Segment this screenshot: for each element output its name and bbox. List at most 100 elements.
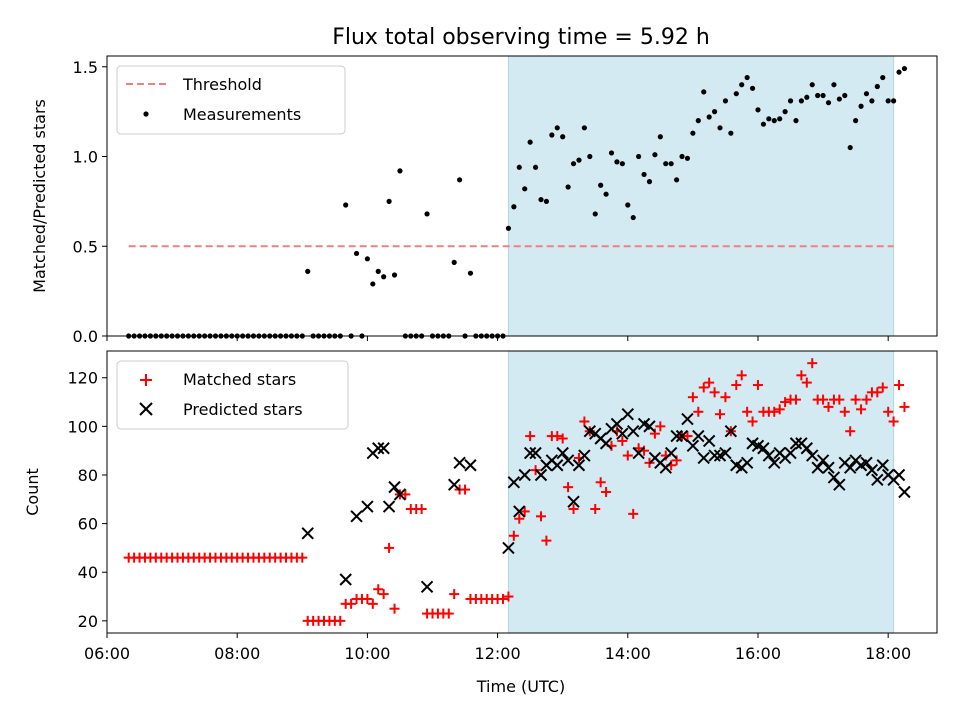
count-y-axis-label: Count: [23, 468, 42, 516]
predicted-star-point: [686, 439, 700, 453]
matched-star-point: [508, 530, 519, 541]
predicted-star-point: [578, 449, 591, 462]
predicted-star-point: [502, 541, 515, 555]
measurement-point: [608, 150, 615, 156]
measurement-point: [760, 121, 767, 127]
measurement-point: [896, 69, 902, 75]
ratio-legend-box: [116, 65, 346, 135]
measurement-point: [717, 125, 723, 131]
matched-star-point: [601, 487, 612, 497]
matched-star-point: [769, 406, 780, 417]
matched-star-point: [693, 406, 704, 417]
predicted-star-point: [762, 449, 776, 462]
measurement-point: [603, 191, 609, 197]
matched-star-point: [622, 450, 633, 461]
predicted-star-point: [518, 468, 531, 482]
predicted-star-point: [372, 442, 385, 455]
predicted-star-point: [382, 500, 396, 513]
matched-star-point: [595, 477, 606, 488]
predicted-star-point: [702, 434, 716, 448]
predicted-star-point: [811, 461, 824, 474]
measurement-point: [549, 132, 555, 138]
measurements-legend-label: Measurements: [183, 105, 301, 124]
predicted-legend-label: Predicted stars: [183, 400, 303, 419]
matched-star-point: [742, 406, 753, 417]
y-tick-label: 100: [67, 417, 98, 436]
measurement-point: [711, 109, 718, 115]
ratio-y-axis-label: Matched/Predicted stars: [30, 99, 49, 293]
measurement-point: [782, 109, 788, 115]
matched-star-point: [617, 435, 628, 446]
predicted-star-point: [420, 580, 434, 594]
matched-star-point: [731, 380, 742, 391]
predicted-legend-swatch: [139, 402, 153, 416]
y-tick-label: 1.5: [73, 58, 98, 77]
predicted-star-point: [784, 446, 797, 460]
predicted-star-point: [393, 488, 407, 501]
predicted-star-point: [507, 476, 521, 489]
measurement-point: [381, 274, 387, 280]
ratio-panel-frame: [106, 55, 938, 337]
measurement-point: [424, 211, 430, 217]
matched-legend-label: Matched stars: [183, 370, 296, 389]
matched-star-point: [579, 416, 590, 427]
predicted-star-point: [551, 459, 564, 472]
measurement-point: [787, 98, 794, 104]
matched-star-point: [888, 416, 899, 427]
matched-star-point: [384, 542, 395, 553]
matched-star-point: [861, 394, 872, 405]
matched-star-point: [774, 404, 785, 415]
measurement-point: [538, 196, 544, 203]
measurement-point: [684, 155, 691, 161]
matched-star-point: [335, 615, 346, 626]
matched-star-point: [525, 431, 536, 442]
predicted-star-point: [529, 446, 542, 460]
y-tick-label: 60: [78, 515, 98, 534]
measurement-point: [636, 153, 642, 160]
predicted-star-point: [692, 429, 705, 443]
matched-star-point: [687, 392, 698, 403]
y-tick-label: 0.5: [73, 237, 98, 256]
predicted-star-point: [708, 449, 721, 462]
matched-star-point: [796, 370, 807, 381]
count-panel: 20 40 60 80 100 120 06:00 08:00 10:00 12:00 14:00 1…: [23, 350, 938, 696]
predicted-star-point: [670, 429, 683, 443]
x-tick-label: 12:00: [475, 644, 521, 663]
matched-star-point: [720, 392, 731, 403]
predicted-star-point: [339, 573, 352, 586]
measurement-point: [467, 270, 474, 276]
matched-legend-swatch: [140, 374, 152, 386]
matched-star-point: [899, 401, 910, 412]
count-marks: [123, 358, 911, 626]
predicted-star-point: [534, 468, 548, 482]
measurement-point: [863, 91, 870, 97]
y-tick-label: 1.0: [73, 148, 98, 167]
measurement-point: [657, 134, 663, 140]
count-panel-frame: [106, 350, 938, 634]
measurement-point: [619, 161, 625, 167]
matched-star-point: [535, 511, 546, 522]
measurement-point: [842, 92, 848, 99]
matched-star-point: [883, 406, 894, 417]
measurement-point: [722, 98, 729, 104]
predicted-star-point: [632, 446, 645, 460]
measurement-point: [858, 103, 864, 109]
measurement-point: [532, 164, 539, 170]
measurement-point: [880, 74, 886, 81]
threshold-legend-label: Threshold: [182, 75, 262, 94]
measurement-point: [386, 198, 392, 204]
measurement-point: [885, 98, 891, 104]
measurement-point: [831, 82, 837, 88]
matched-star-point: [519, 506, 530, 517]
measurement-point: [364, 256, 370, 262]
measurement-point: [836, 96, 842, 102]
matched-star-point: [850, 394, 861, 405]
predicted-star-point: [610, 417, 624, 431]
measurement-point: [825, 100, 832, 106]
predicted-star-point: [892, 468, 906, 482]
measurement-point: [353, 250, 360, 257]
y-tick-label: 40: [78, 563, 98, 582]
measurement-point: [815, 92, 821, 99]
measurement-point: [901, 65, 908, 72]
